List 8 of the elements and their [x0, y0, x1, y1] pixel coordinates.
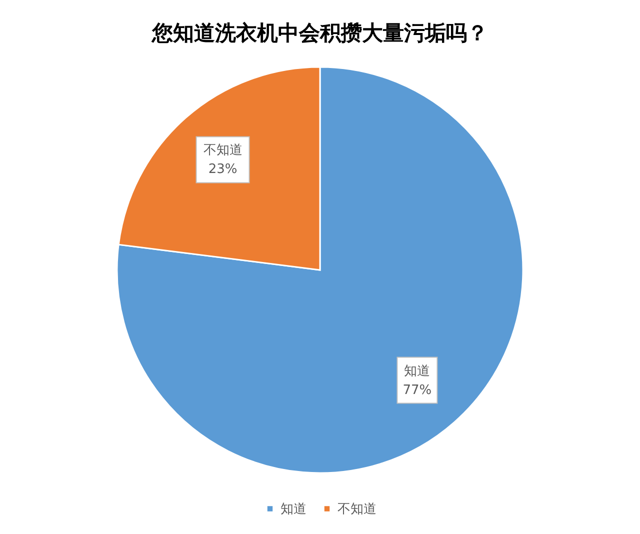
- legend-label: 知道: [280, 502, 306, 517]
- chart-title: 您知道洗衣机中会积攒大量污垢吗？: [151, 21, 488, 45]
- legend-label: 不知道: [338, 502, 376, 517]
- pie-slice: [116, 66, 524, 474]
- data-label: 77%: [402, 382, 432, 398]
- slice-label: 不知道: [203, 143, 242, 158]
- data-label: 23%: [208, 162, 238, 178]
- slice-label: 知道: [404, 364, 430, 379]
